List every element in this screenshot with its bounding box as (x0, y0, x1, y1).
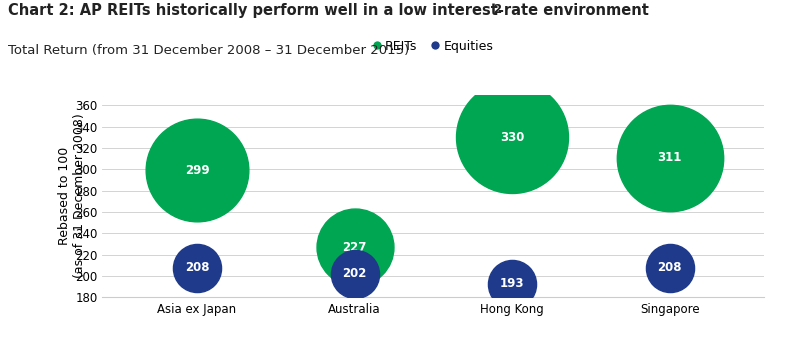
Point (348, 245, 361, 250)
Point (191, 168, 203, 173)
Text: 227: 227 (343, 241, 366, 254)
Text: 330: 330 (500, 131, 524, 144)
Text: 311: 311 (658, 151, 682, 164)
Text: 202: 202 (343, 267, 366, 281)
Text: 208: 208 (184, 261, 210, 274)
Y-axis label: Rebased to 100
(as of 31 December 2008): Rebased to 100 (as of 31 December 2008) (58, 114, 87, 279)
Point (191, 265, 203, 270)
Text: 299: 299 (184, 164, 210, 177)
Point (506, 135, 519, 140)
Point (663, 155, 676, 160)
Legend: REITs, Equities: REITs, Equities (370, 36, 497, 56)
Text: 193: 193 (500, 277, 525, 290)
Text: Total Return (from 31 December 2008 – 31 December 2015): Total Return (from 31 December 2008 – 31… (8, 44, 409, 57)
Point (663, 265, 676, 270)
Point (348, 271, 361, 277)
Text: 208: 208 (657, 261, 682, 274)
Text: Chart 2: AP REITs historically perform well in a low interest-rate environment: Chart 2: AP REITs historically perform w… (8, 3, 649, 18)
Text: 2: 2 (493, 3, 501, 16)
Point (506, 281, 519, 286)
